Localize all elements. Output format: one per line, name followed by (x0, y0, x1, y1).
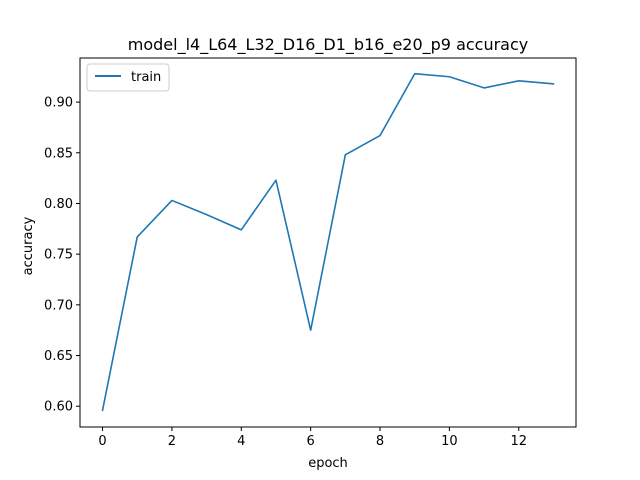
x-axis-label: epoch (308, 456, 348, 471)
y-axis-label: accuracy (21, 216, 36, 275)
x-tick-label: 4 (237, 434, 245, 449)
x-tick-label: 2 (168, 434, 176, 449)
y-tick-label: 0.60 (44, 400, 73, 415)
legend: train (86, 63, 170, 92)
y-tick-label: 0.75 (44, 248, 73, 263)
x-tick-label: 0 (98, 434, 106, 449)
chart-title: model_l4_L64_L32_D16_D1_b16_e20_p9 accur… (128, 35, 529, 55)
x-tick-label: 10 (441, 434, 458, 449)
y-tick-label: 0.90 (44, 96, 73, 111)
y-tick-label: 0.70 (44, 298, 73, 313)
legend-label-train: train (131, 70, 161, 85)
y-tick-label: 0.85 (44, 146, 73, 161)
series-layer (101, 72, 555, 412)
y-tick-label: 0.80 (44, 197, 73, 212)
x-tick-label: 8 (376, 434, 384, 449)
series-line-train (101, 72, 555, 412)
x-tick-label: 6 (307, 434, 315, 449)
plot-frame (79, 57, 577, 428)
x-tick-label: 12 (510, 434, 527, 449)
y-tick-label: 0.65 (44, 349, 73, 364)
legend-box (86, 63, 170, 92)
axis-ticks: 0 2 4 6 8 10 12 0.60 0.65 0.70 0.75 0.80 0.85 0.90 (44, 96, 527, 449)
